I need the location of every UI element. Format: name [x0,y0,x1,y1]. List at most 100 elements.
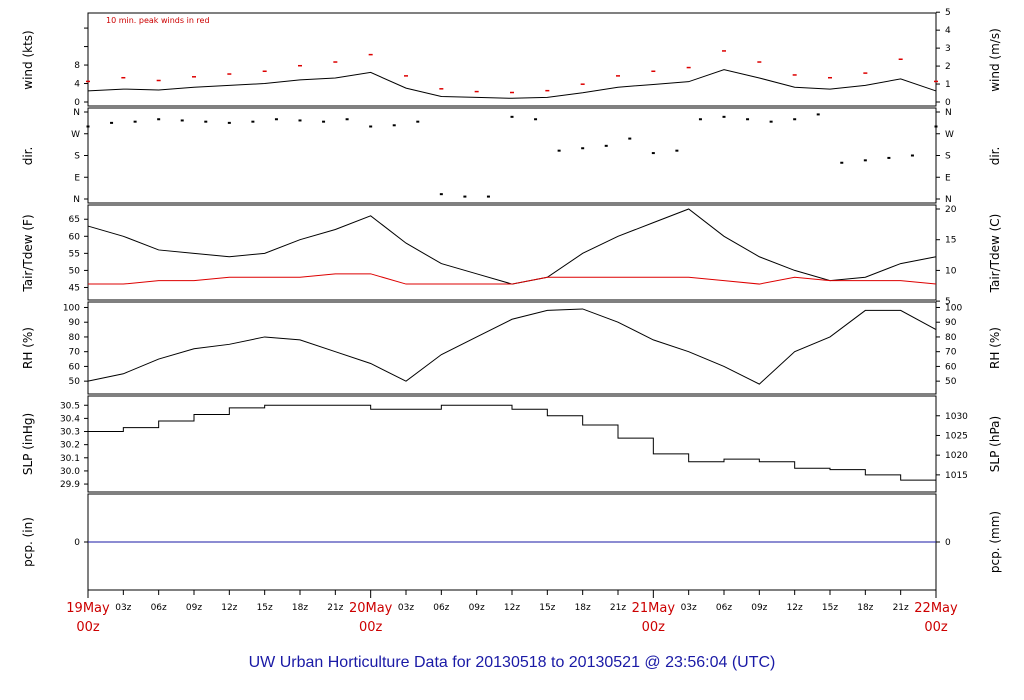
rh-panel [87,301,937,395]
rh-tick-label: 80 [69,333,81,343]
rh-series-rh [87,308,937,385]
wind-peak-point [121,76,126,79]
dir-point [840,161,844,164]
dir-point [274,118,278,121]
dir-point [816,113,820,116]
temp-panel [87,204,937,301]
dir-point [251,120,255,123]
temp-tick-label: 55 [69,249,80,259]
x-day-hour-label: 00z [359,620,383,635]
rh-ylabel-left: RH (%) [21,327,35,369]
dir-point [180,119,184,122]
slp-tick-label: 30.5 [60,401,80,411]
x-hour-label: 18z [857,603,873,613]
slp-tick-label: 30.4 [60,414,80,424]
wind-peak-point [298,64,302,67]
wind-panel [87,12,937,107]
x-hour-label: 15z [257,603,273,613]
x-day-hour-label: 00z [642,620,666,635]
x-hour-label: 09z [469,603,485,613]
wind-tick-label-right: 3 [945,44,951,54]
slp-tick-label: 29.9 [60,480,80,490]
dir-point [345,118,349,121]
temp-tick-label-right: 15 [945,236,956,246]
dir-panel [87,107,937,204]
wind-tick-label: 0 [74,98,80,108]
x-hour-label: 21z [610,603,626,613]
dir-series [86,113,938,198]
dir-point [604,144,608,147]
rh-tick-label-right: 80 [945,333,957,343]
rh-tick-label: 100 [63,303,80,313]
dir-point [133,120,137,123]
wind-peak-point [934,80,938,83]
dir-tick-label: S [74,152,80,162]
x-day-label: 21May [632,601,676,616]
slp-tick-label: 30.0 [60,467,80,477]
wind-ylabel-left: wind (kts) [21,30,35,89]
temp-tick-label-right: 10 [945,266,957,276]
wind-peak-point [828,76,832,79]
rh-tick-label: 50 [69,377,81,387]
slp-tick-label: 30.3 [60,428,80,438]
dir-tick-label: N [73,195,80,205]
pcp-ylabel-left: pcp. (in) [21,517,35,567]
temp-tick-label-right: 20 [945,205,957,215]
wind-peak-point [474,90,479,93]
x-hour-label: 09z [751,603,767,613]
wind-peak-point [863,72,868,74]
x-hour-label: 09z [186,603,202,613]
pcp-tick-label: 0 [74,538,80,548]
temp-ylabel-right: Tair/Tdew (C) [988,214,1002,294]
x-hour-label: 21z [327,603,343,613]
wind-peak-point [227,73,232,75]
x-hour-label: 06z [716,603,732,613]
dir-point [675,149,679,152]
x-hour-label: 15z [822,603,838,613]
temp-series-tair [87,208,937,285]
slp-tick-label-right: 1030 [945,412,968,422]
dir-point [86,125,90,128]
dir-point [722,115,726,118]
dir-point [463,195,467,198]
slp-tick-label-right: 1015 [945,471,968,481]
temp-tick-label: 65 [69,215,80,225]
wind-peak-point [86,80,90,83]
dir-point [369,125,373,128]
x-day-hour-label: 00z [924,620,948,635]
dir-point [439,193,443,196]
dir-tick-label-right: N [945,108,952,118]
rh-tick-label-right: 70 [945,348,957,358]
wind-tick-label-right: 0 [945,98,951,108]
temp-series-tdew [88,273,937,285]
slp-panel [87,395,937,493]
wind-peak-point [333,61,338,63]
wind-note: 10 min. peak winds in red [106,16,210,25]
dir-point [698,118,702,121]
wind-peak-point [156,79,161,82]
wind-peak-point [651,70,656,73]
x-hour-label: 12z [504,603,520,613]
x-hour-label: 12z [787,603,803,613]
wind-peak-point [439,88,444,90]
wind-peak-point [404,75,408,77]
dir-point [934,125,938,128]
wind-tick-label-right: 4 [945,26,951,36]
dir-point [322,120,326,123]
temp-tick-label-right: 5 [945,297,951,307]
rh-tick-label-right: 100 [945,303,962,313]
x-axis: 03z 06z 09z 12z 15z 18z 21z 03z 06z 09z 12z 15z 18z 2… [66,590,958,635]
dir-point [204,120,208,123]
dir-point [486,195,490,198]
dir-point [298,119,302,122]
dir-tick-label-right: W [945,130,954,140]
temp-ylabel-left: Tair/Tdew (F) [21,214,35,292]
dir-point [510,115,514,118]
wind-ylabel-right: wind (m/s) [988,28,1002,92]
pcp-ylabel-right: pcp. (mm) [988,511,1002,573]
dir-tick-label: N [73,108,80,118]
slp-tick-label: 30.2 [60,441,80,451]
dir-point [227,121,231,124]
rh-ylabel-right: RH (%) [988,327,1002,369]
